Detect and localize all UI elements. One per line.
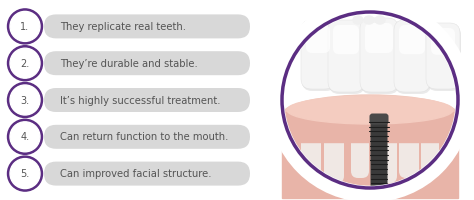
FancyBboxPatch shape: [301, 121, 321, 178]
Circle shape: [8, 9, 43, 44]
Circle shape: [8, 156, 43, 191]
FancyBboxPatch shape: [394, 20, 430, 92]
Text: Can improved facial structure.: Can improved facial structure.: [60, 169, 211, 179]
Bar: [282, 112, 458, 142]
FancyBboxPatch shape: [395, 22, 431, 94]
Ellipse shape: [353, 16, 363, 24]
Circle shape: [8, 46, 43, 81]
FancyBboxPatch shape: [371, 117, 388, 190]
Ellipse shape: [364, 16, 374, 24]
FancyBboxPatch shape: [44, 88, 250, 112]
FancyBboxPatch shape: [365, 23, 393, 53]
FancyBboxPatch shape: [426, 23, 460, 89]
Text: 5.: 5.: [20, 169, 29, 179]
Ellipse shape: [282, 95, 458, 135]
FancyBboxPatch shape: [44, 51, 250, 75]
Ellipse shape: [296, 105, 324, 131]
Text: 3.: 3.: [20, 96, 29, 106]
Text: Can return function to the mouth.: Can return function to the mouth.: [60, 132, 228, 142]
Text: They’re durable and stable.: They’re durable and stable.: [60, 59, 198, 69]
FancyBboxPatch shape: [399, 25, 425, 54]
FancyBboxPatch shape: [44, 162, 250, 186]
Text: 2.: 2.: [20, 59, 29, 69]
FancyBboxPatch shape: [431, 28, 455, 55]
Circle shape: [10, 122, 40, 152]
Ellipse shape: [388, 105, 416, 131]
Circle shape: [282, 12, 458, 188]
FancyBboxPatch shape: [351, 121, 369, 178]
FancyBboxPatch shape: [301, 20, 335, 89]
Bar: [282, 110, 458, 198]
Text: It’s highly successful treatment.: It’s highly successful treatment.: [60, 96, 220, 106]
FancyBboxPatch shape: [44, 125, 250, 149]
FancyBboxPatch shape: [360, 18, 398, 92]
Circle shape: [8, 119, 43, 154]
Text: They replicate real teeth.: They replicate real teeth.: [60, 22, 186, 32]
FancyBboxPatch shape: [370, 114, 389, 124]
FancyBboxPatch shape: [44, 14, 250, 38]
Ellipse shape: [326, 105, 354, 131]
FancyBboxPatch shape: [399, 121, 419, 178]
Ellipse shape: [287, 96, 453, 124]
FancyBboxPatch shape: [421, 121, 439, 173]
FancyBboxPatch shape: [328, 20, 364, 92]
Circle shape: [8, 82, 43, 117]
FancyBboxPatch shape: [361, 20, 399, 94]
FancyBboxPatch shape: [333, 25, 359, 54]
Ellipse shape: [356, 105, 384, 131]
Text: 4.: 4.: [20, 132, 29, 142]
Circle shape: [10, 11, 40, 41]
Ellipse shape: [375, 16, 385, 24]
Ellipse shape: [418, 105, 446, 131]
FancyBboxPatch shape: [329, 22, 365, 94]
FancyBboxPatch shape: [306, 25, 330, 53]
FancyBboxPatch shape: [324, 121, 344, 183]
Circle shape: [10, 159, 40, 189]
Text: 1.: 1.: [20, 22, 29, 32]
Circle shape: [10, 48, 40, 78]
Circle shape: [10, 85, 40, 115]
FancyBboxPatch shape: [427, 25, 461, 91]
FancyBboxPatch shape: [302, 22, 336, 91]
FancyBboxPatch shape: [377, 121, 397, 183]
